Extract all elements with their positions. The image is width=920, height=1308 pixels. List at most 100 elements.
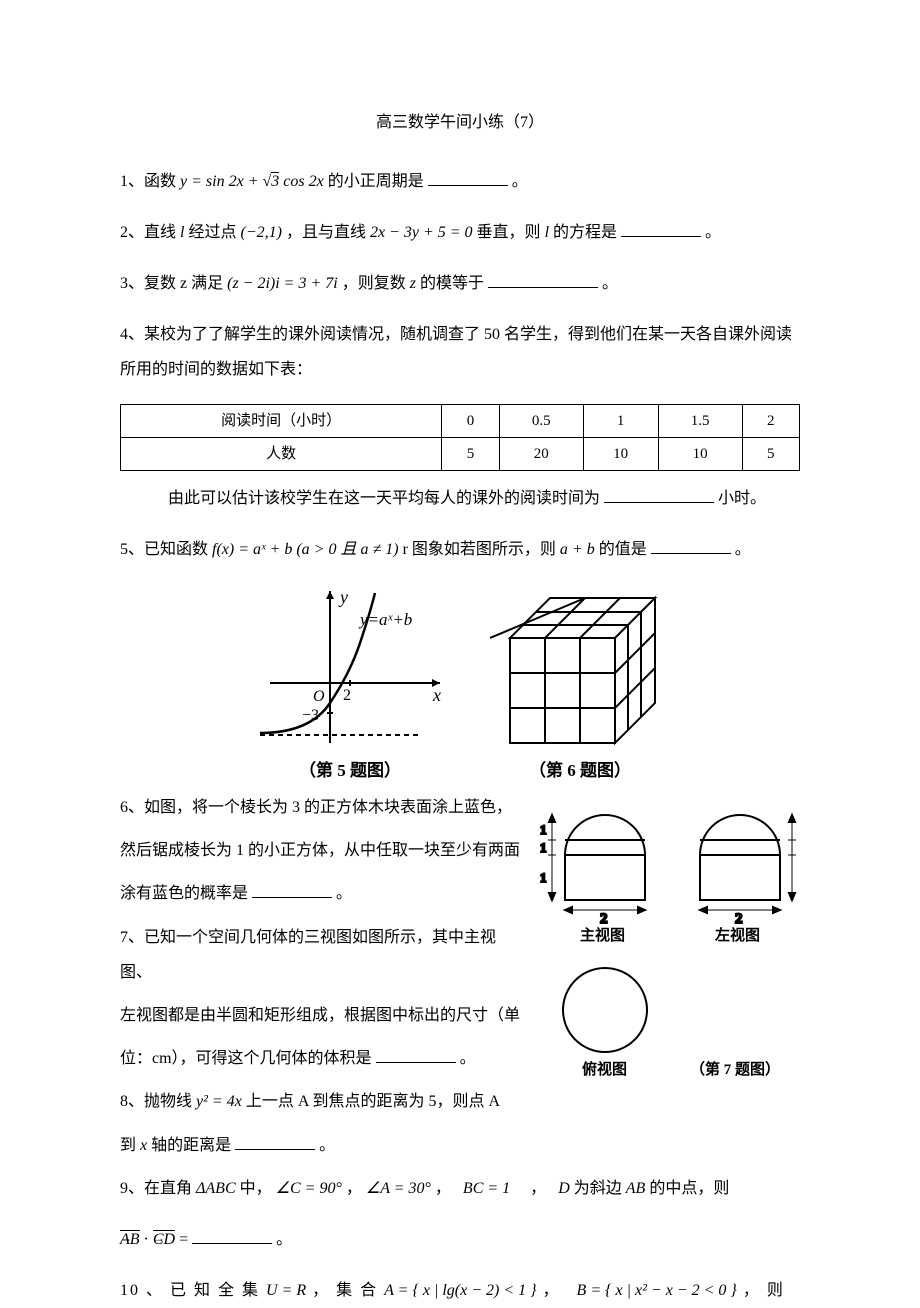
q4-note-post: 小时。	[718, 490, 766, 507]
cell: 0.5	[499, 404, 583, 437]
q2-pre: 2、直线	[120, 224, 180, 241]
table-row: 阅读时间（小时） 0 0.5 1 1.5 2	[121, 404, 800, 437]
q9-bc: BC = 1	[463, 1180, 510, 1197]
q3-post: 的模等于	[420, 275, 484, 292]
question-5: 5、已知函数 f(x) = aˣ + b (a > 0 且 a ≠ 1) r 图…	[120, 532, 800, 567]
q3-z: z	[410, 275, 416, 292]
figure-7: 1 1 1 2 2	[540, 790, 800, 1171]
figure-6: （第 6 题图）	[490, 583, 670, 784]
q9-post: 。	[276, 1231, 292, 1248]
q10-u: U = R	[266, 1282, 306, 1299]
q5-blank	[651, 538, 731, 554]
svg-text:−3: −3	[302, 707, 319, 724]
q10-B: B = { x | x² − x − 2 < 0 }	[577, 1282, 737, 1299]
q10-mid1: ， 集 合	[312, 1282, 384, 1299]
q3-end: 。	[602, 275, 618, 292]
q9-blank	[192, 1228, 272, 1244]
svg-text:俯视图: 俯视图	[582, 1060, 627, 1078]
question-9b: → AB · → CD = 。	[120, 1222, 800, 1257]
q4-text: 4、某校为了了解学生的课外阅读情况，随机调查了 50 名学生，得到他们在某一天各…	[120, 317, 800, 387]
question-9: 9、在直角 ΔABC 中， ∠C = 90° ， ∠A = 30° ， BC =…	[120, 1171, 800, 1206]
q8-l1: 8、抛物线 y² = 4x 上一点 A 到焦点的距离为 5，则点 A	[120, 1084, 522, 1119]
q6-l2: 然后锯成棱长为 1 的小正方体，从中任取一块至少有两面	[120, 833, 522, 868]
cell: 人数	[121, 437, 442, 470]
q4-blank	[604, 487, 714, 503]
q6-l3-post: 。	[336, 885, 352, 902]
q3-pre: 3、复数 z 满足	[120, 275, 227, 292]
q1-post: 的小正周期是	[328, 173, 424, 190]
q6-l1: 6、如图，将一个棱长为 3 的正方体木块表面涂上蓝色，	[120, 790, 522, 825]
svg-text:2: 2	[735, 911, 743, 927]
q5-fx: f(x) = aˣ + b (a > 0 且 a ≠ 1)	[212, 541, 399, 558]
wrap-q6-q8: 6、如图，将一个棱长为 3 的正方体木块表面涂上蓝色， 然后锯成棱长为 1 的小…	[120, 790, 800, 1171]
q2-l: l	[180, 224, 184, 241]
q5-ab: a + b	[560, 541, 595, 558]
q6-blank	[252, 882, 332, 898]
q10-pre: 10 、 已 知 全 集	[120, 1282, 266, 1299]
q8-eq: y² = 4x	[196, 1093, 242, 1110]
q9-tri: ΔABC	[196, 1180, 236, 1197]
cube-q6-icon	[490, 583, 670, 753]
q9-comma1: ，	[346, 1180, 362, 1197]
svg-text:1: 1	[540, 870, 547, 885]
q3-mid: ，则复数	[342, 275, 410, 292]
q5-pre: 5、已知函数	[120, 541, 212, 558]
fig6-caption: （第 6 题图）	[490, 757, 670, 784]
q3-eq: (z − 2i)i = 3 + 7i	[227, 275, 338, 292]
cell: 10	[583, 437, 658, 470]
q6-l3-pre: 涂有蓝色的概率是	[120, 885, 248, 902]
q1-end: 。	[512, 173, 528, 190]
q9-eq: =	[179, 1231, 192, 1248]
cell: 1.5	[658, 404, 742, 437]
q9-ab: AB	[626, 1180, 646, 1197]
q6-l3: 涂有蓝色的概率是 。	[120, 876, 522, 911]
q8-l2-pre: 到	[120, 1137, 140, 1154]
svg-text:1: 1	[540, 840, 547, 855]
q3-blank	[488, 272, 598, 288]
cell: 1	[583, 404, 658, 437]
q9-pre: 9、在直角	[120, 1180, 196, 1197]
figure-row-5-6: y x O 2 −3 y=aˣ+b （第 5 题图）	[120, 583, 800, 784]
cell: 2	[742, 404, 799, 437]
fig5-caption: （第 5 题图）	[250, 757, 450, 784]
wrap-text: 6、如图，将一个棱长为 3 的正方体木块表面涂上蓝色， 然后锯成棱长为 1 的小…	[120, 790, 522, 1171]
q4-note-pre: 由此可以估计该校学生在这一天平均每人的课外的阅读时间为	[168, 490, 600, 507]
q4-note: 由此可以估计该校学生在这一天平均每人的课外的阅读时间为 小时。	[120, 481, 800, 516]
q9-dot: ·	[144, 1231, 153, 1248]
svg-text:2: 2	[343, 687, 351, 704]
q10-mid2: ，	[543, 1282, 571, 1299]
q2-mid1: 经过点	[188, 224, 240, 241]
page-title: 高三数学午间小练（7）	[120, 110, 800, 136]
question-1: 1、函数 y = sin 2x + √3 cos 2x 的小正周期是 。	[120, 164, 800, 199]
q8-x: x	[140, 1137, 147, 1154]
question-2: 2、直线 l 经过点 (−2,1) ，且与直线 2x − 3y + 5 = 0 …	[120, 215, 800, 250]
q9-vec1: → AB	[120, 1231, 144, 1248]
q9-mid1: 中，	[240, 1180, 272, 1197]
q10-A: A = { x | lg(x − 2) < 1 }	[384, 1282, 536, 1299]
q9-mid2: 为斜边	[574, 1180, 626, 1197]
q7-blank	[376, 1047, 456, 1063]
svg-text:O: O	[313, 688, 325, 705]
cell: 20	[499, 437, 583, 470]
q1-blank	[428, 170, 508, 186]
q8-l2: 到 x 轴的距离是 。	[120, 1128, 522, 1163]
svg-text:x: x	[432, 685, 441, 705]
graph-q5-icon: y x O 2 −3 y=aˣ+b	[250, 583, 450, 753]
cell: 10	[658, 437, 742, 470]
q2-mid4: 的方程是	[553, 224, 617, 241]
q8-blank	[235, 1134, 315, 1150]
q2-mid3: 垂直，则	[477, 224, 545, 241]
cell: 阅读时间（小时）	[121, 404, 442, 437]
q5-end: 。	[735, 541, 751, 558]
q9-vec2: → CD	[153, 1231, 179, 1248]
q1-expr: y = sin 2x + √3 cos 2x	[180, 173, 324, 190]
q5-post: 的值是	[599, 541, 647, 558]
q2-mid2: ，且与直线	[286, 224, 370, 241]
question-3: 3、复数 z 满足 (z − 2i)i = 3 + 7i ，则复数 z 的模等于…	[120, 266, 800, 301]
cell: 0	[442, 404, 499, 437]
q2-l2: l	[545, 224, 549, 241]
q8-pre: 8、抛物线	[120, 1093, 196, 1110]
three-view-icon: 1 1 1 2 2	[540, 790, 800, 1080]
q2-end: 。	[705, 224, 721, 241]
q4-table: 阅读时间（小时） 0 0.5 1 1.5 2 人数 5 20 10 10 5	[120, 404, 800, 471]
